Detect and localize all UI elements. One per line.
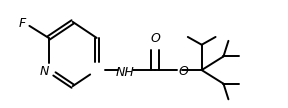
Text: F: F [18,17,26,30]
Text: N: N [40,65,50,78]
Text: O: O [179,65,189,78]
Text: NH: NH [116,66,135,79]
Text: O: O [150,32,160,45]
